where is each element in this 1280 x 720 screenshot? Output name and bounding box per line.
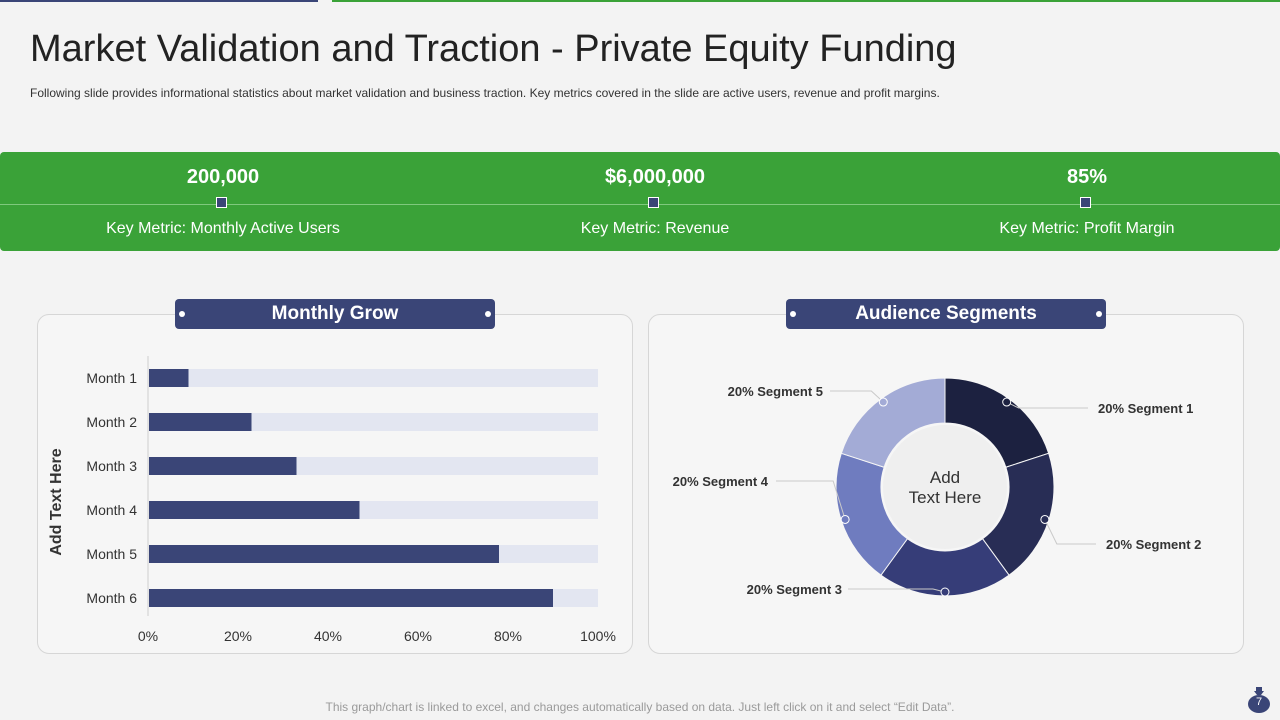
segment-label: 20% Segment 5 [728,384,823,399]
y-axis-label: Add Text Here [48,448,65,555]
key-metrics-band: 200,000 Key Metric: Monthly Active Users… [0,152,1280,251]
metric-value: 200,000 [186,166,260,188]
leader-line [830,390,884,403]
donut-center [883,425,1007,549]
money-bag-icon [1248,687,1270,713]
metric-revenue: $6,000,000 Key Metric: Revenue [485,152,825,251]
segment-label: 20% Segment 2 [1106,537,1201,552]
segment-marker [1002,397,1012,407]
category-label: Month 5 [86,546,137,562]
metric-marker-icon [648,197,659,208]
segment-marker [878,397,888,407]
metric-active-users: 200,000 Key Metric: Monthly Active Users [53,152,393,251]
bar-track [149,413,598,431]
bar-track [149,369,598,387]
audience-segments-header: Audience Segments [786,299,1106,329]
header-dot-icon [1096,311,1102,317]
monthly-grow-bar-chart: Month 1 Month 2 Month 3 Month 4 Month 5 Month… [48,356,616,644]
bar [149,589,553,607]
category-label: Month 6 [86,590,137,606]
bar [149,369,189,387]
header-dot-icon [790,311,796,317]
x-tick-label: 40% [314,628,342,644]
segment-marker [940,587,950,597]
top-accent-line-green [332,0,1280,2]
metric-value: $6,000,000 [604,166,706,188]
segment-marker [840,514,850,524]
leader-line [776,480,846,520]
metric-label: Key Metric: Revenue [580,220,730,237]
metrics-divider [0,204,1280,205]
category-label: Month 1 [86,370,137,386]
slide-subtitle: Following slide provides informational s… [30,86,940,100]
footer-note: This graph/chart is linked to excel, and… [325,700,955,714]
metric-marker-icon [1080,197,1091,208]
audience-segments-donut-chart: 20% Segment 1 20% Segment 2 20% Segment 3 2… [673,377,1201,597]
segment-label: 20% Segment 4 [673,474,769,489]
segment-label: 20% Segment 3 [747,582,842,597]
x-tick-label: 100% [580,628,616,644]
slide-title: Market Validation and Traction - Private… [30,28,957,70]
x-tick-label: 0% [138,628,158,644]
x-tick-label: 60% [404,628,432,644]
donut-slice [840,377,946,468]
bar-chart-title: Monthly Grow [271,303,399,324]
metric-label: Key Metric: Profit Margin [999,220,1175,237]
x-tick-label: 20% [224,628,252,644]
leader-line [1044,519,1096,545]
bar [149,457,297,475]
category-label: Month 3 [86,458,137,474]
segment-marker [1040,514,1050,524]
top-accent-line-dark [0,0,318,2]
header-dot-icon [485,311,491,317]
bar [149,545,499,563]
metric-value: 85% [1066,166,1108,188]
monthly-grow-header: Monthly Grow [175,299,495,329]
metric-profit-margin: 85% Key Metric: Profit Margin [917,152,1257,251]
segment-label: 20% Segment 1 [1098,401,1193,416]
x-tick-label: 80% [494,628,522,644]
center-text: Add Text Here [909,468,982,507]
category-label: Month 4 [86,502,137,518]
category-label: Month 2 [86,414,137,430]
header-dot-icon [179,311,185,317]
bar [149,501,360,519]
donut-chart-title: Audience Segments [855,303,1037,324]
metric-label: Key Metric: Monthly Active Users [106,220,340,237]
page-number: 7 [1255,696,1263,708]
bar [149,413,252,431]
metric-marker-icon [216,197,227,208]
